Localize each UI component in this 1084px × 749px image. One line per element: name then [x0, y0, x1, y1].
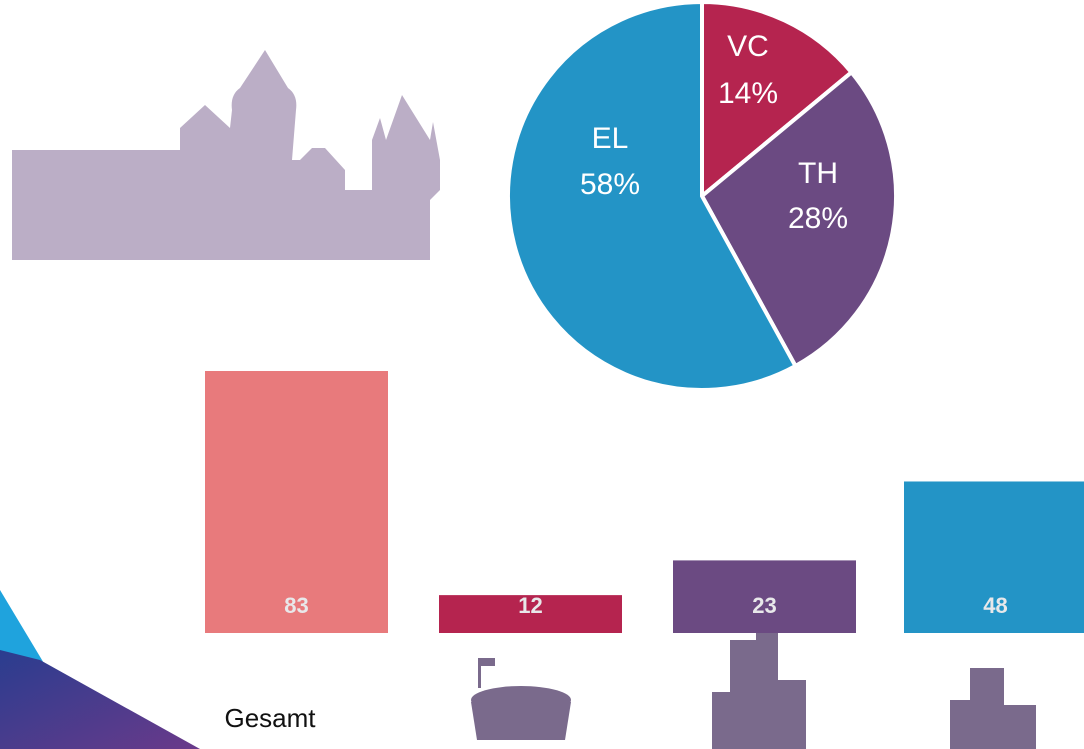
background-shape: [0, 650, 200, 749]
category-icons: [471, 614, 1036, 749]
bar-value-label: 23: [752, 593, 776, 618]
bar-value-label: 83: [284, 593, 308, 618]
bar-value-label: 48: [983, 593, 1007, 618]
slice-value-label: 14%: [718, 77, 778, 110]
slice-label: EL: [592, 122, 629, 155]
slice-value-label: 58%: [580, 168, 640, 201]
slice-label: VC: [727, 30, 769, 63]
castle-silhouette: [12, 50, 440, 260]
x-tick-label: Gesamt: [224, 703, 316, 733]
slice-value-label: 28%: [788, 202, 848, 235]
page: VC 14% TH 28% EL 58% 83 Gesamt 12 23 48: [0, 0, 1084, 749]
slice-label: TH: [798, 157, 838, 190]
bar-value-label: 12: [518, 593, 542, 618]
